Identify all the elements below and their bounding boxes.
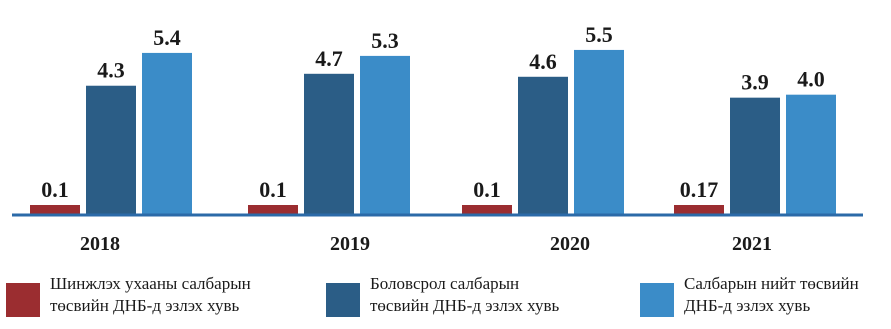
data-label-2020-series-2: 4.6 — [529, 49, 557, 74]
legend-item-total: Салбарын нийт төсвийн ДНБ-д эзлэх хувь — [640, 273, 859, 317]
bar-chart: 0.1 4.3 5.4 2018 0.1 4.7 5.3 2019 0.1 4.6 5.5 2020 0… — [12, 22, 863, 255]
legend: Шинжлэх ухааны салбарын төсвийн ДНБ-д эз… — [0, 273, 891, 329]
legend-swatch-total — [640, 283, 674, 317]
bar-2021-series-3 — [786, 94, 836, 214]
legend-label-science-line2: төсвийн ДНБ-д эзлэх хувь — [50, 296, 240, 315]
data-label-2019-series-2: 4.7 — [315, 46, 343, 71]
bar-2018-series-1 — [30, 205, 80, 214]
legend-item-science: Шинжлэх ухааны салбарын төсвийн ДНБ-д эз… — [6, 273, 251, 317]
legend-item-education: Боловсрол салбарын төсвийн ДНБ-д эзлэх х… — [326, 273, 559, 317]
bar-2021-series-2 — [730, 97, 780, 214]
x-tick-label-2019: 2019 — [330, 233, 370, 255]
bar-2020-series-2 — [518, 76, 568, 214]
bar-2018-series-2 — [86, 85, 136, 214]
x-tick-label-2020: 2020 — [550, 233, 590, 255]
legend-label-total-line1: Салбарын нийт төсвийн — [684, 274, 859, 293]
data-label-2018-series-2: 4.3 — [97, 58, 125, 83]
legend-label-education: Боловсрол салбарын төсвийн ДНБ-д эзлэх х… — [370, 273, 559, 317]
bar-2019-series-3 — [360, 55, 410, 215]
legend-label-science: Шинжлэх ухааны салбарын төсвийн ДНБ-д эз… — [50, 273, 251, 317]
bar-2021-series-1 — [674, 205, 724, 214]
data-label-2018-series-1: 0.1 — [41, 177, 69, 202]
data-label-2019-series-3: 5.3 — [371, 28, 399, 53]
legend-swatch-science — [6, 283, 40, 317]
legend-label-science-line1: Шинжлэх ухааны салбарын — [50, 274, 251, 293]
bar-2020-series-3 — [574, 49, 624, 214]
bar-2019-series-2 — [304, 73, 354, 215]
bar-2020-series-1 — [462, 205, 512, 214]
x-tick-label-2021: 2021 — [732, 233, 772, 255]
bar-2018-series-3 — [142, 52, 192, 214]
legend-label-total-line2: ДНБ-д эзлэх хувь — [684, 296, 811, 315]
legend-label-total: Салбарын нийт төсвийн ДНБ-д эзлэх хувь — [684, 273, 859, 317]
legend-swatch-education — [326, 283, 360, 317]
data-label-2021-series-3: 4.0 — [797, 67, 825, 92]
data-label-2018-series-3: 5.4 — [153, 25, 181, 50]
data-label-2021-series-1: 0.17 — [680, 177, 719, 202]
data-label-2019-series-1: 0.1 — [259, 177, 287, 202]
legend-label-education-line1: Боловсрол салбарын — [370, 274, 520, 293]
data-label-2020-series-1: 0.1 — [473, 177, 501, 202]
data-label-2021-series-2: 3.9 — [741, 70, 769, 95]
x-tick-label-2018: 2018 — [80, 233, 120, 255]
data-label-2020-series-3: 5.5 — [585, 22, 613, 47]
bar-2019-series-1 — [248, 205, 298, 214]
legend-label-education-line2: төсвийн ДНБ-д эзлэх хувь — [370, 296, 560, 315]
